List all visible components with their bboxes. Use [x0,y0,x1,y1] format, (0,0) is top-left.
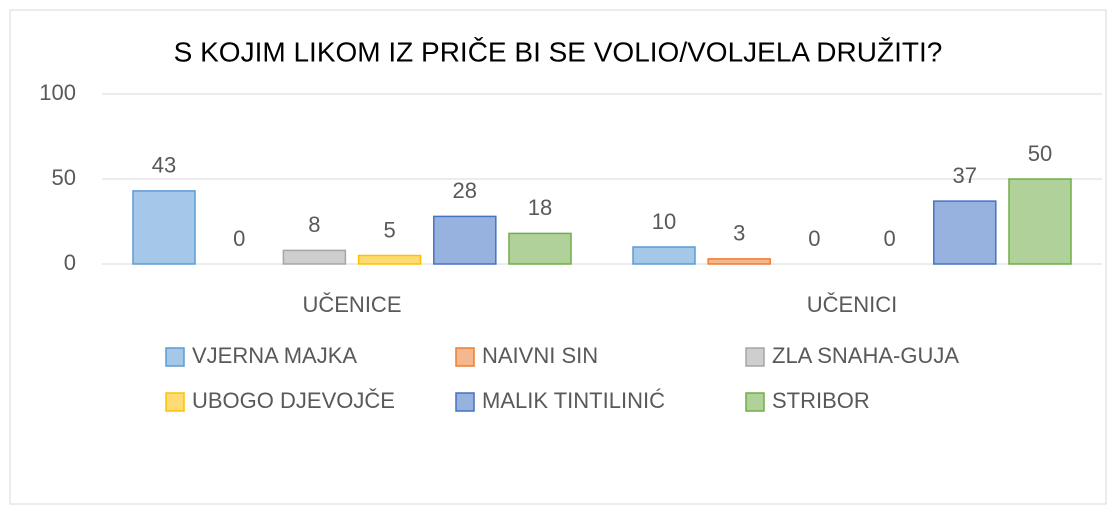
legend-swatch [165,347,185,367]
bar [357,254,422,265]
data-label: 28 [453,178,477,203]
bar [707,258,771,265]
legend-swatch [165,392,185,412]
legend-label: NAIVNI SIN [482,343,598,368]
legend-swatch [455,347,475,367]
legend-swatch [745,392,765,412]
y-tick-label: 0 [64,250,76,275]
legend-label: UBOGO DJEVOJČE [192,388,395,413]
data-label: 43 [152,153,176,178]
bar [632,246,696,265]
bar [933,200,997,265]
data-label: 3 [733,221,745,246]
legend-label: ZLA SNAHA-GUJA [772,343,959,368]
bar [433,215,497,265]
legend-label: MALIK TINTILINIĆ [482,388,665,413]
bar [132,190,196,265]
data-label: 18 [528,195,552,220]
legend-swatch [745,347,765,367]
y-tick-label: 100 [39,80,76,105]
data-label: 37 [953,163,977,188]
y-tick-label: 50 [52,165,76,190]
legend-swatch [455,392,475,412]
data-label: 0 [808,226,820,251]
legend-label: VJERNA MAJKA [192,343,357,368]
x-tick-label: UČENICI [807,292,897,317]
chart-title: S KOJIM LIKOM IZ PRIČE BI SE VOLIO/VOLJE… [174,36,943,67]
data-label: 10 [652,209,676,234]
data-label: 0 [233,226,245,251]
bar [282,249,347,265]
bar [1008,178,1072,265]
data-label: 8 [308,212,320,237]
x-tick-label: UČENICE [302,292,401,317]
data-label: 50 [1028,141,1052,166]
data-label: 0 [883,226,895,251]
bar [508,232,572,265]
data-label: 5 [383,217,395,242]
legend-label: STRIBOR [772,388,870,413]
